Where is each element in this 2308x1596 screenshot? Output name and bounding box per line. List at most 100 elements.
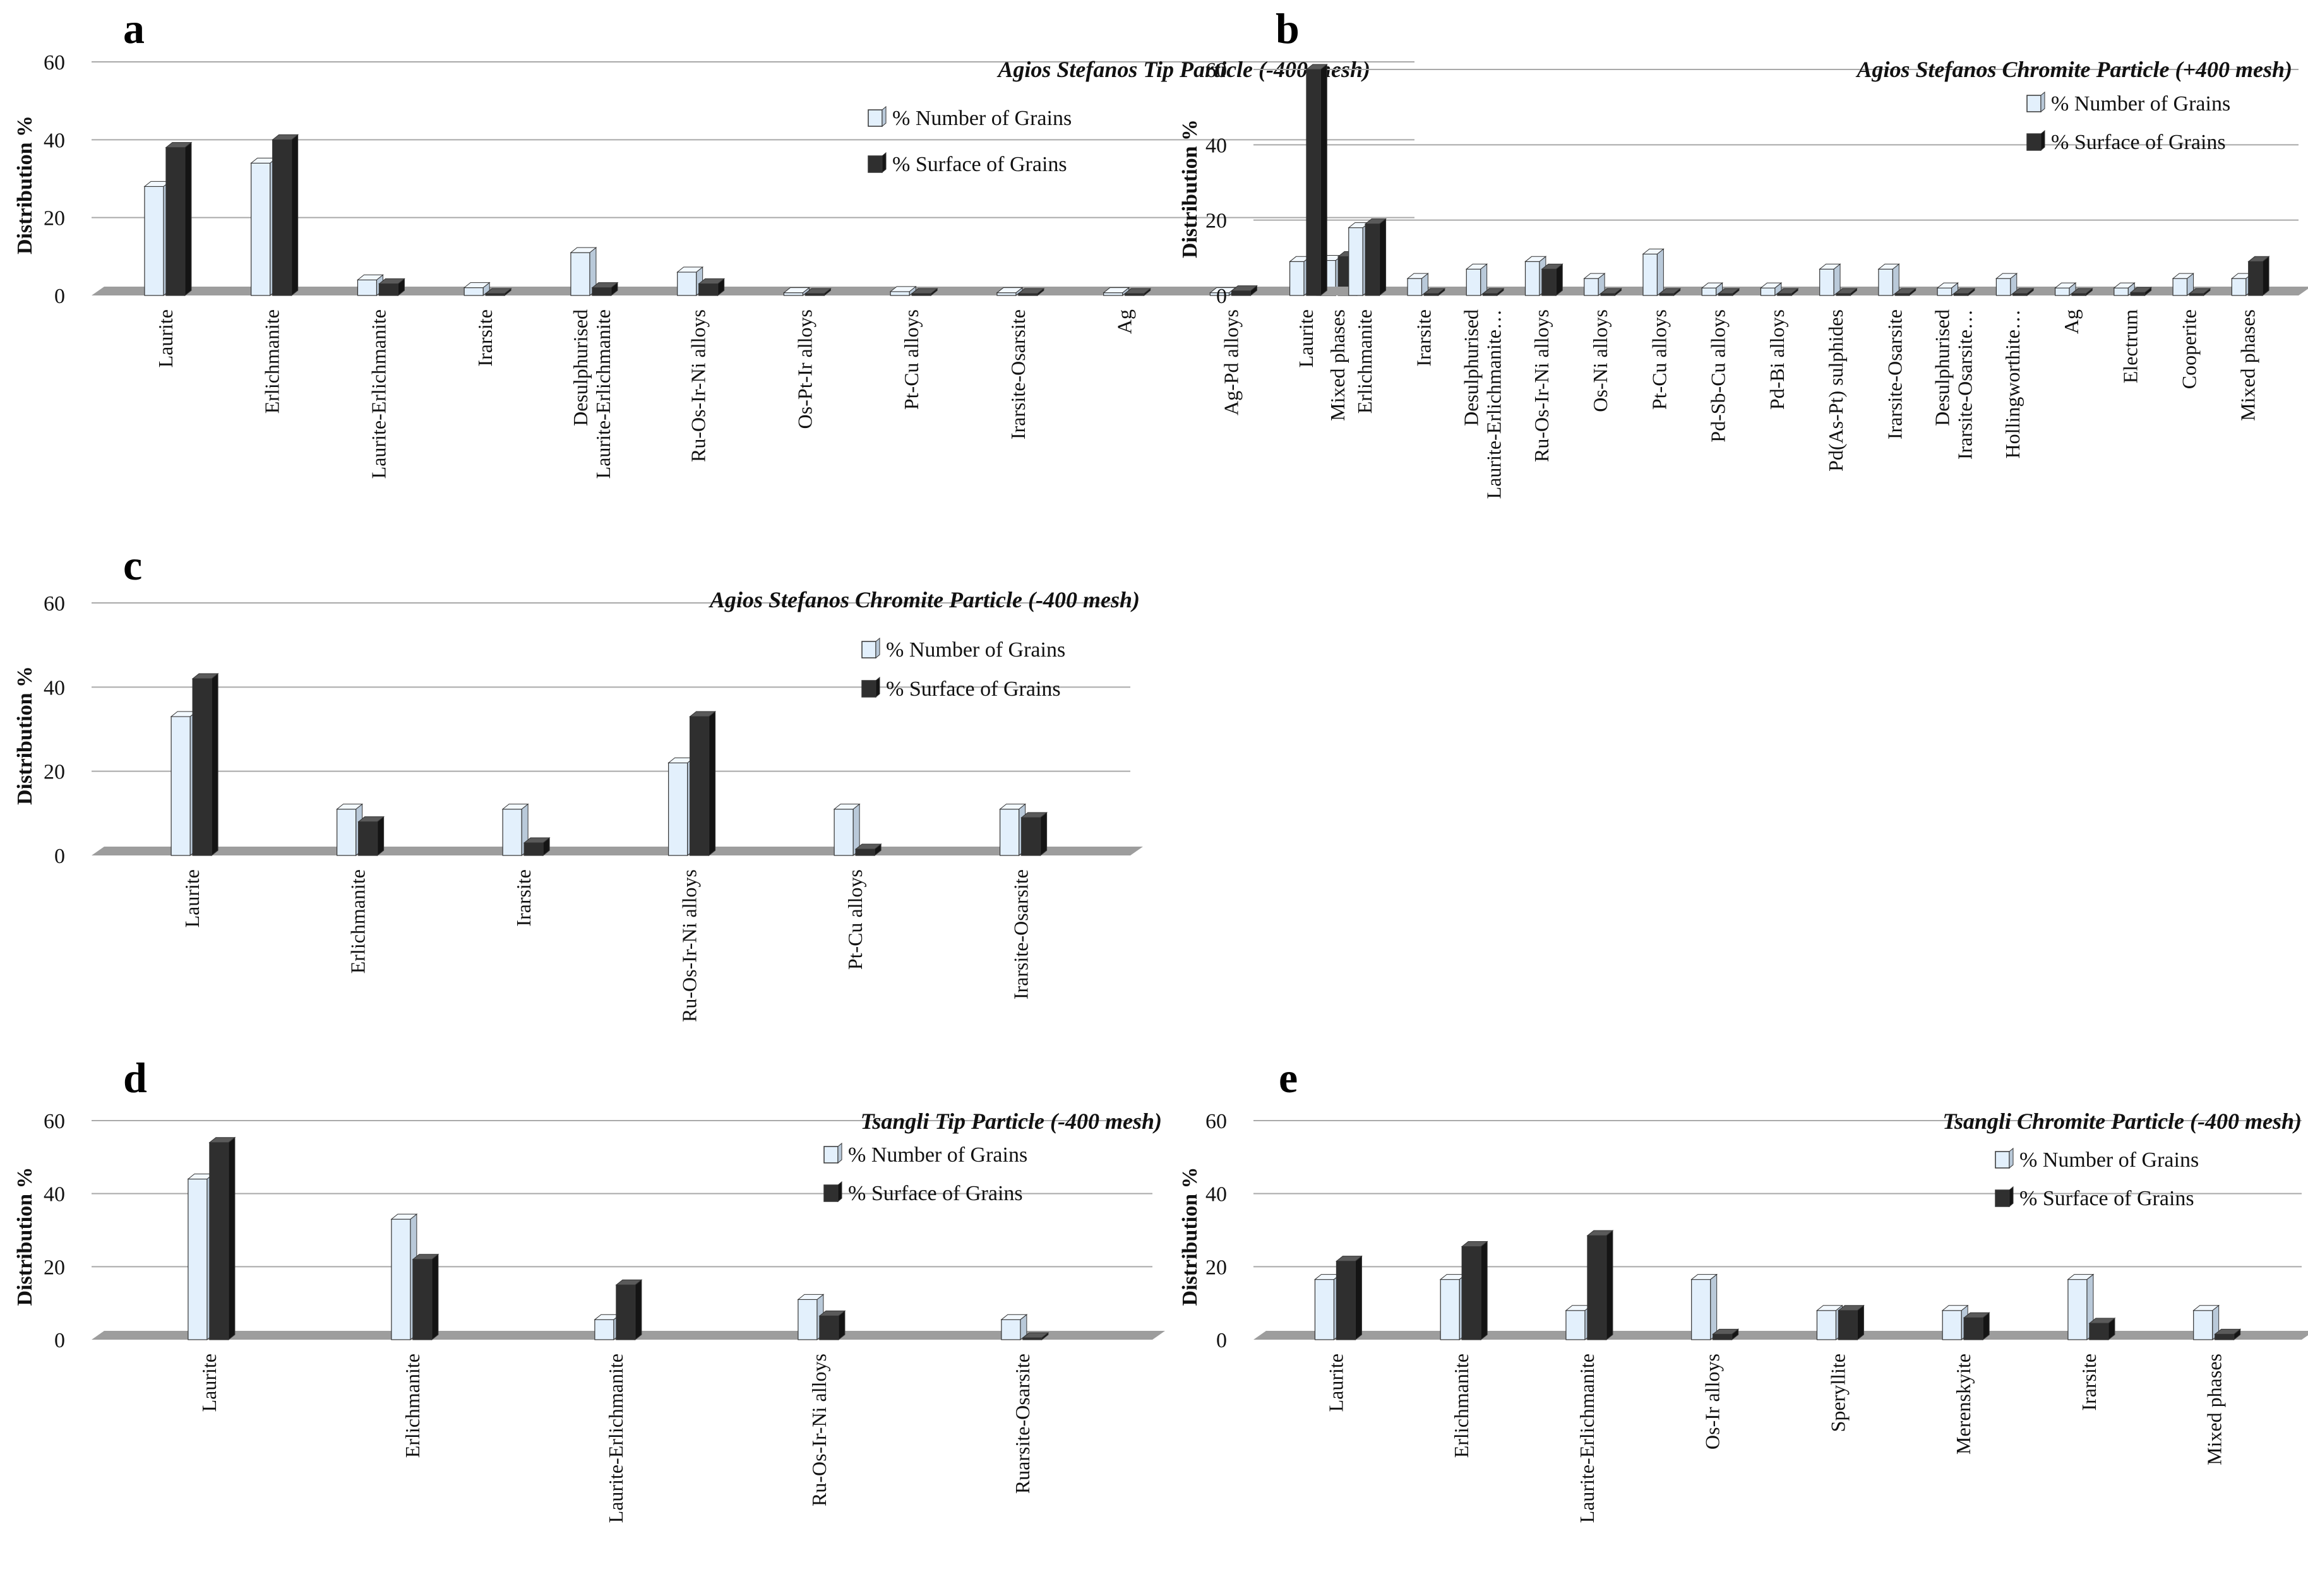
x-category-label: Laurite xyxy=(1295,309,1317,367)
bar-surface-of-grains xyxy=(1838,1304,1865,1341)
x-category-label: Irarsite-Osarsite xyxy=(1007,309,1029,439)
bar-surface-of-grains xyxy=(1461,1241,1488,1341)
bar-surface-of-grains xyxy=(2247,256,2270,297)
bar-surface-of-grains xyxy=(1718,287,1740,297)
bar-surface-of-grains xyxy=(378,278,405,297)
x-category-label: Os-Ni alloys xyxy=(1589,309,1611,412)
bar-surface-of-grains xyxy=(698,278,726,297)
y-axis-label: Distribution % xyxy=(13,1167,37,1306)
x-category-label: Mixed phases xyxy=(2203,1354,2226,1465)
x-category-label: Ruarsite-Osarsite xyxy=(1011,1354,1034,1494)
x-category-label: DesulphurisedIrarsite-Osarsite… xyxy=(1931,309,1976,460)
legend-entry: % Surface of Grains xyxy=(823,1181,1023,1205)
y-tick-label: 20 xyxy=(1205,210,1227,233)
bar-surface-of-grains xyxy=(1305,63,1328,297)
panel-letter: a xyxy=(123,4,145,52)
bar-surface-of-grains xyxy=(484,287,512,297)
bar-number-of-grains xyxy=(1406,273,1429,297)
legend-entry: % Surface of Grains xyxy=(868,152,1067,176)
chart-panel-e: 0 20 40 60 Laurite Erlichmanite Laurite-Erlich… xyxy=(1178,1054,2308,1523)
bar-surface-of-grains xyxy=(357,816,385,857)
bar-number-of-grains xyxy=(833,803,861,857)
y-tick-label: 0 xyxy=(54,285,65,308)
legend-label: % Surface of Grains xyxy=(892,153,1067,176)
chart-floor xyxy=(92,847,1143,855)
bar-surface-of-grains xyxy=(1586,1230,1614,1341)
bar-surface-of-grains xyxy=(615,1279,643,1341)
x-category-label: Laurite xyxy=(181,869,203,927)
legend-label: % Surface of Grains xyxy=(848,1182,1023,1205)
bar-surface-of-grains xyxy=(208,1136,236,1341)
bar-surface-of-grains xyxy=(1124,287,1152,297)
y-tick-label: 60 xyxy=(44,51,65,74)
y-tick-label: 40 xyxy=(44,1183,65,1206)
chart-panel-a: 0 20 40 60 Laurite Erlichmanite Laurite-Erlich… xyxy=(13,4,1427,479)
bar-number-of-grains xyxy=(336,803,364,857)
x-category-label: Laurite xyxy=(1324,1354,1347,1412)
bar-surface-of-grains xyxy=(1835,287,1858,297)
x-category-label: Laurite-Erlichmanite xyxy=(1576,1354,1598,1523)
bar-surface-of-grains xyxy=(1963,1312,1990,1341)
y-tick-label: 40 xyxy=(1205,1183,1227,1206)
bar-surface-of-grains xyxy=(412,1253,439,1341)
x-category-label: Erlichmanite xyxy=(347,869,369,974)
y-tick-label: 40 xyxy=(44,129,65,152)
x-category-label: Irarsite xyxy=(474,309,496,367)
x-category-label: Laurite-Erlichmanite xyxy=(367,309,390,479)
bar-surface-of-grains xyxy=(818,1310,846,1341)
bar-surface-of-grains xyxy=(191,672,219,857)
bar-surface-of-grains xyxy=(1953,287,1976,297)
x-category-label: Erlichmanite xyxy=(1450,1354,1473,1458)
x-category-label: Irarsite xyxy=(1412,309,1435,367)
bar-number-of-grains xyxy=(2113,282,2136,297)
x-category-label: Cooperite xyxy=(2177,309,2200,389)
bar-surface-of-grains xyxy=(1022,1331,1049,1341)
x-category-label: DesulphurisedLaurite-Erlichmanite xyxy=(569,309,614,479)
legend-label: % Number of Grains xyxy=(2051,92,2230,116)
bar-number-of-grains xyxy=(2172,273,2194,297)
x-category-label: Erlichmanite xyxy=(261,309,284,414)
bar-number-of-grains xyxy=(390,1213,418,1341)
bar-number-of-grains xyxy=(1524,256,1547,297)
y-tick-label: 60 xyxy=(1205,1110,1227,1133)
x-category-label: Laurite xyxy=(154,309,177,367)
bar-surface-of-grains xyxy=(804,287,832,297)
bar-surface-of-grains xyxy=(1336,1255,1363,1341)
y-tick-label: 0 xyxy=(54,1329,65,1352)
bar-surface-of-grains xyxy=(1423,287,1446,297)
bar-surface-of-grains xyxy=(2088,1317,2116,1341)
bar-surface-of-grains xyxy=(1020,811,1048,857)
chart-panel-b: 0 20 40 60 Laurite Erlichmanite Irarsite Desulp… xyxy=(1178,4,2308,499)
x-category-label: Mixed phases xyxy=(1326,309,1349,421)
bar-surface-of-grains xyxy=(2071,287,2093,297)
legend-entry: % Number of Grains xyxy=(2026,91,2230,116)
bar-surface-of-grains xyxy=(2189,287,2211,297)
y-tick-label: 60 xyxy=(1205,59,1227,82)
x-category-label: Pd-Sb-Cu alloys xyxy=(1707,309,1730,443)
panel-letter: c xyxy=(123,541,142,589)
x-category-label: Ag-Pd alloys xyxy=(1219,309,1242,415)
chart-title: Agios Stefanos Chromite Particle (-400 m… xyxy=(709,587,1140,612)
legend-entry: % Number of Grains xyxy=(861,637,1065,662)
bar-surface-of-grains xyxy=(1364,218,1387,297)
panel-letter: d xyxy=(123,1054,147,1102)
x-category-label: Pd-Bi alloys xyxy=(1766,309,1788,410)
chart-floor xyxy=(92,287,1427,295)
legend-label: % Number of Grains xyxy=(892,107,1072,130)
bar-number-of-grains xyxy=(187,1173,215,1341)
x-category-label: Irarsite-Osarsite xyxy=(1010,869,1032,999)
x-category-label: Laurite xyxy=(198,1354,220,1412)
y-axis-label: Distribution % xyxy=(1178,1167,1202,1306)
legend-entry: % Number of Grains xyxy=(868,105,1072,130)
y-tick-label: 20 xyxy=(44,1256,65,1279)
y-tick-label: 0 xyxy=(1216,285,1227,308)
legend-entry: % Surface of Grains xyxy=(1995,1186,2194,1210)
y-tick-label: 60 xyxy=(44,1110,65,1133)
x-category-label: Ag xyxy=(2060,309,2083,334)
legend-label: % Number of Grains xyxy=(2019,1148,2199,1172)
x-category-label: Irarsite xyxy=(512,869,535,927)
bar-number-of-grains xyxy=(1701,282,1724,297)
legend-entry: % Surface of Grains xyxy=(2026,129,2226,154)
bar-surface-of-grains xyxy=(1017,287,1045,297)
